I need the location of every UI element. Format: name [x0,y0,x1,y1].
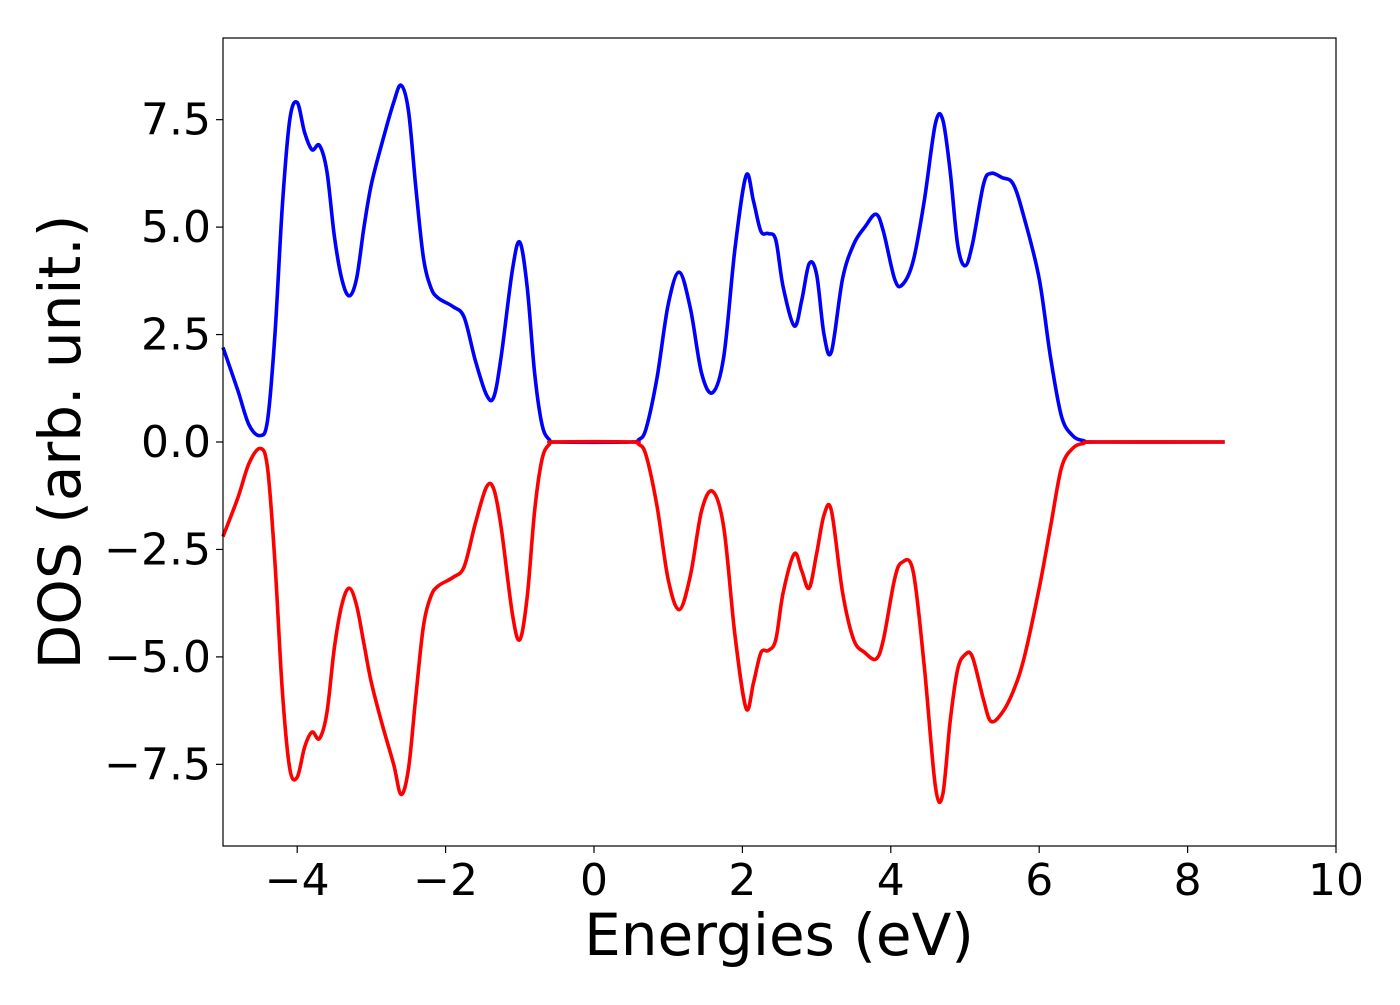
y-axis-ticks: −7.5 −5.0 −2.5 0.0 2.5 5.0 7.5 [104,95,223,790]
y-tick-label: 0.0 [141,417,211,468]
y-tick-label: 7.5 [141,95,211,146]
x-tick-label: 0 [580,855,608,906]
y-axis-title: DOS (arb. unit.) [26,215,94,670]
x-tick-label: 6 [1025,855,1053,906]
x-axis-title: Energies (eV) [584,901,974,969]
x-tick-label: −2 [413,855,478,906]
x-tick-label: 2 [728,855,756,906]
series-layer [221,83,1225,805]
y-tick-label: −2.5 [104,524,211,575]
x-tick-label: 4 [877,855,905,906]
x-tick-label: −4 [265,855,330,906]
y-tick-label: 5.0 [141,202,211,253]
x-tick-label: 10 [1308,855,1364,906]
y-tick-label: 2.5 [141,310,211,361]
x-tick-label: 8 [1174,855,1202,906]
x-axis-ticks: −4 −2 0 2 4 6 8 10 [265,846,1364,906]
y-tick-label: −7.5 [104,739,211,790]
y-tick-label: −5.0 [104,632,211,683]
series-line-spin-up [221,83,1225,445]
series-line-spin-down [221,439,1225,805]
